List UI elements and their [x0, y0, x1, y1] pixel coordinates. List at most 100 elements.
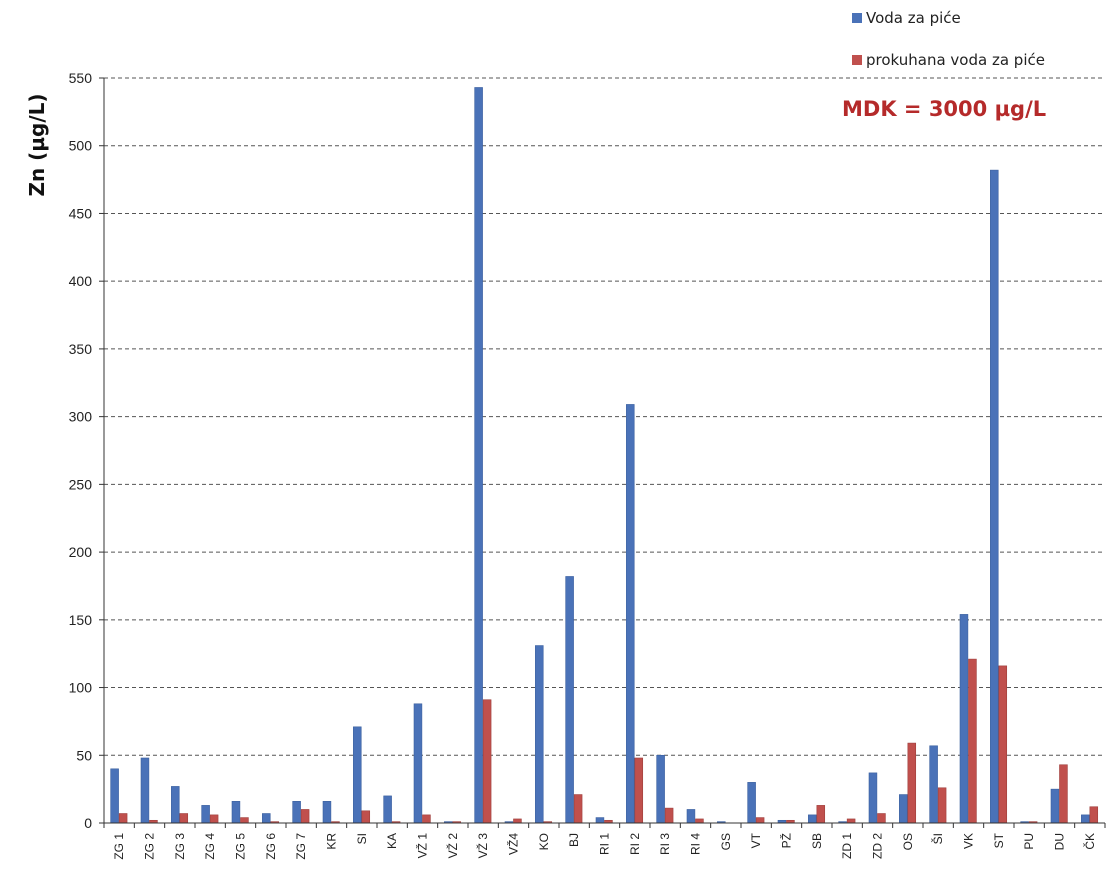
bar-prokuhana-19: [695, 818, 704, 824]
bar-voda-12: [474, 87, 483, 824]
x-category-label: RI 2: [628, 833, 642, 855]
bar-voda-26: [899, 794, 908, 824]
x-category-label: DU: [1053, 833, 1067, 850]
y-tick-label: 300: [69, 409, 93, 425]
x-category-label: ZG 6: [264, 833, 278, 860]
x-category-label: ŠI: [930, 833, 945, 844]
y-axis-ticks: 0 50 100 150 200 250 300 350 400 450 500 550: [69, 70, 104, 831]
x-category-label: RI 4: [689, 833, 703, 855]
legend-swatch-voda: [852, 13, 862, 23]
bar-prokuhana-18: [664, 807, 674, 824]
mdk-annotation: MDK = 3000 µg/L: [842, 97, 1046, 121]
bar-voda-18: [656, 754, 665, 824]
x-category-label: ST: [992, 832, 1006, 848]
x-axis: [103, 78, 1106, 828]
bar-prokuhana-17: [634, 757, 644, 824]
x-category-label: KA: [385, 833, 399, 849]
x-category-label: PŽ: [779, 833, 794, 848]
bar-prokuhana-32: [1089, 806, 1099, 824]
bar-prokuhana-24: [846, 818, 856, 824]
bar-voda-25: [868, 772, 878, 824]
bar-prokuhana-10: [422, 814, 431, 824]
bar-voda-9: [383, 795, 392, 824]
bar-prokuhana-29: [998, 665, 1008, 824]
bar-voda-27: [929, 745, 938, 824]
x-category-label: VK: [962, 833, 976, 849]
bar-voda-8: [353, 726, 362, 824]
bar-voda-32: [1081, 814, 1090, 824]
x-category-label: ZG 1: [112, 833, 126, 860]
y-axis-label: Zn (µg/L): [25, 93, 49, 196]
bar-prokuhana-4: [240, 817, 249, 824]
bar-prokuhana-21: [755, 817, 765, 824]
x-category-label: BJ: [567, 833, 581, 847]
x-category-label: VŽ 1: [415, 833, 430, 859]
bar-voda-21: [747, 782, 756, 824]
x-category-label: RI 3: [658, 833, 672, 855]
bar-prokuhana-2: [179, 813, 189, 824]
bar-voda-15: [565, 576, 574, 824]
bar-voda-28: [959, 614, 969, 824]
x-category-label: ZG 7: [294, 833, 308, 860]
x-category-label: ČK: [1082, 833, 1097, 850]
bar-prokuhana-8: [361, 810, 371, 824]
legend: Voda za piće prokuhana voda za piće: [852, 9, 1045, 69]
x-category-label: OS: [901, 833, 915, 850]
x-category-label: PU: [1022, 833, 1036, 850]
y-tick-label: 250: [69, 476, 93, 492]
bar-voda-7: [322, 801, 332, 824]
legend-label-voda: Voda za piće: [866, 9, 961, 27]
bar-prokuhana-0: [118, 813, 128, 824]
bar-voda-23: [808, 814, 817, 824]
y-tick-label: 100: [69, 680, 93, 696]
x-category-label: ZD 2: [871, 833, 885, 859]
y-tick-label: 500: [69, 138, 93, 154]
bar-prokuhana-15: [573, 794, 583, 824]
x-category-label: KO: [537, 833, 551, 850]
x-category-label: ZG 3: [173, 833, 187, 860]
legend-swatch-prokuhana: [852, 55, 862, 65]
y-tick-label: 50: [76, 747, 92, 763]
x-category-label: KR: [325, 833, 339, 850]
x-category-label: SI: [355, 833, 369, 844]
legend-label-prokuhana: prokuhana voda za piće: [866, 51, 1045, 69]
bar-voda-14: [535, 645, 544, 824]
bar-prokuhana-13: [513, 818, 522, 824]
gridlines: [104, 77, 1105, 756]
x-category-label: VŽ 2: [445, 833, 460, 859]
bar-voda-5: [262, 813, 271, 824]
bar-prokuhana-23: [816, 805, 826, 824]
bar-voda-6: [292, 801, 301, 824]
y-tick-label: 550: [69, 70, 93, 86]
x-category-label: VT: [749, 832, 763, 848]
y-tick-label: 450: [69, 205, 93, 221]
bar-voda-2: [171, 786, 180, 824]
bar-voda-1: [140, 757, 150, 824]
x-category-label: ZG 2: [143, 833, 157, 860]
bar-voda-0: [110, 768, 119, 824]
y-tick-label: 150: [69, 612, 93, 628]
x-axis-category-labels: ZG 1 ZG 2 ZG 3 ZG 4 ZG 5 ZG 6 ZG 7 KR SI KA VŽ 1 VŽ…: [112, 832, 1097, 859]
bar-voda-19: [686, 809, 696, 824]
bars: [110, 87, 1099, 824]
bar-voda-31: [1050, 788, 1060, 824]
y-tick-label: 0: [84, 815, 92, 831]
x-category-label: SB: [810, 833, 824, 849]
y-tick-label: 400: [69, 273, 93, 289]
bar-voda-4: [231, 801, 241, 824]
bar-prokuhana-31: [1059, 764, 1068, 824]
bar-prokuhana-6: [300, 809, 310, 824]
x-category-label: VŽ4: [506, 833, 521, 855]
bar-voda-17: [626, 404, 635, 824]
x-category-label: GS: [719, 833, 733, 850]
x-category-label: ZD 1: [840, 833, 854, 859]
bar-prokuhana-27: [937, 787, 947, 824]
y-tick-label: 350: [69, 341, 93, 357]
bar-voda-29: [990, 169, 999, 824]
x-category-label: RI 1: [598, 833, 612, 855]
bar-prokuhana-3: [209, 814, 219, 824]
x-category-label: VŽ 3: [475, 833, 490, 859]
x-category-label: ZG 5: [234, 833, 248, 860]
y-tick-label: 200: [69, 544, 93, 560]
